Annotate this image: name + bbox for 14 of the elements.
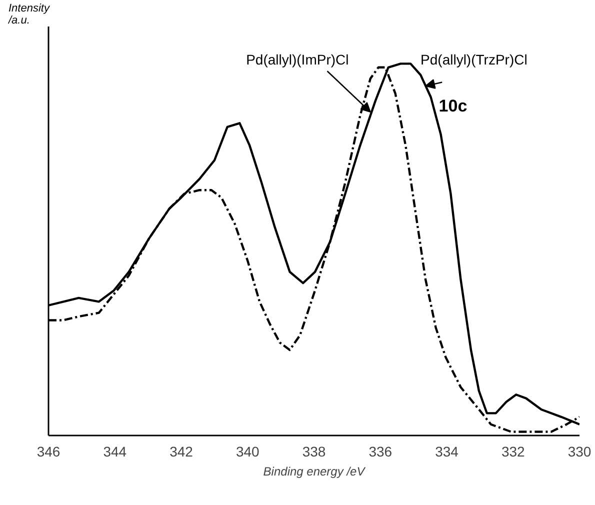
annotation: 10c	[438, 96, 468, 116]
x-tick-label: 336	[368, 444, 392, 460]
y-axis-title: Intensity /a.u.	[8, 2, 51, 26]
x-tick-label: 338	[302, 444, 326, 460]
x-tick-label: 334	[435, 444, 459, 460]
x-tick-label: 346	[36, 444, 60, 460]
x-tick-label: 332	[501, 444, 526, 460]
x-tick-label: 344	[103, 444, 127, 460]
x-tick-label: 340	[236, 444, 260, 460]
x-tick-label: 342	[170, 444, 194, 460]
x-axis-title: Binding energy /eV	[263, 464, 366, 478]
annotation: Pd(allyl)(TrzPr)Cl	[420, 51, 528, 68]
x-tick-label: 330	[568, 444, 592, 460]
annotation: Pd(allyl)(ImPr)Cl	[246, 51, 349, 68]
